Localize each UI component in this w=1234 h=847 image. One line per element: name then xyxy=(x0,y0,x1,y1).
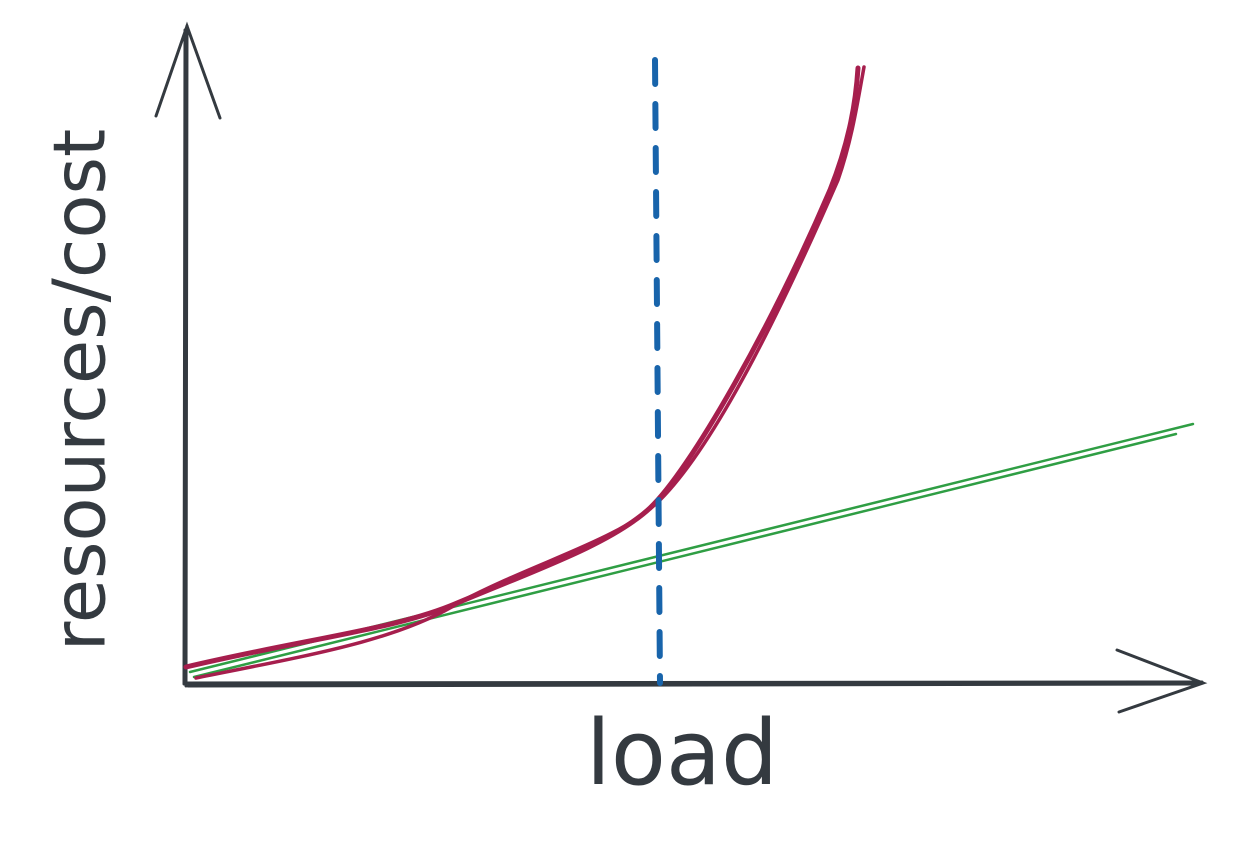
y-axis xyxy=(182,24,189,688)
threshold-line xyxy=(652,57,663,686)
y-axis-arrow xyxy=(154,21,222,120)
y-axis-label: resources/cost xyxy=(38,129,122,652)
x-axis-label: load xyxy=(586,701,778,806)
x-axis xyxy=(184,680,1204,688)
x-axis-arrow xyxy=(1115,648,1208,714)
